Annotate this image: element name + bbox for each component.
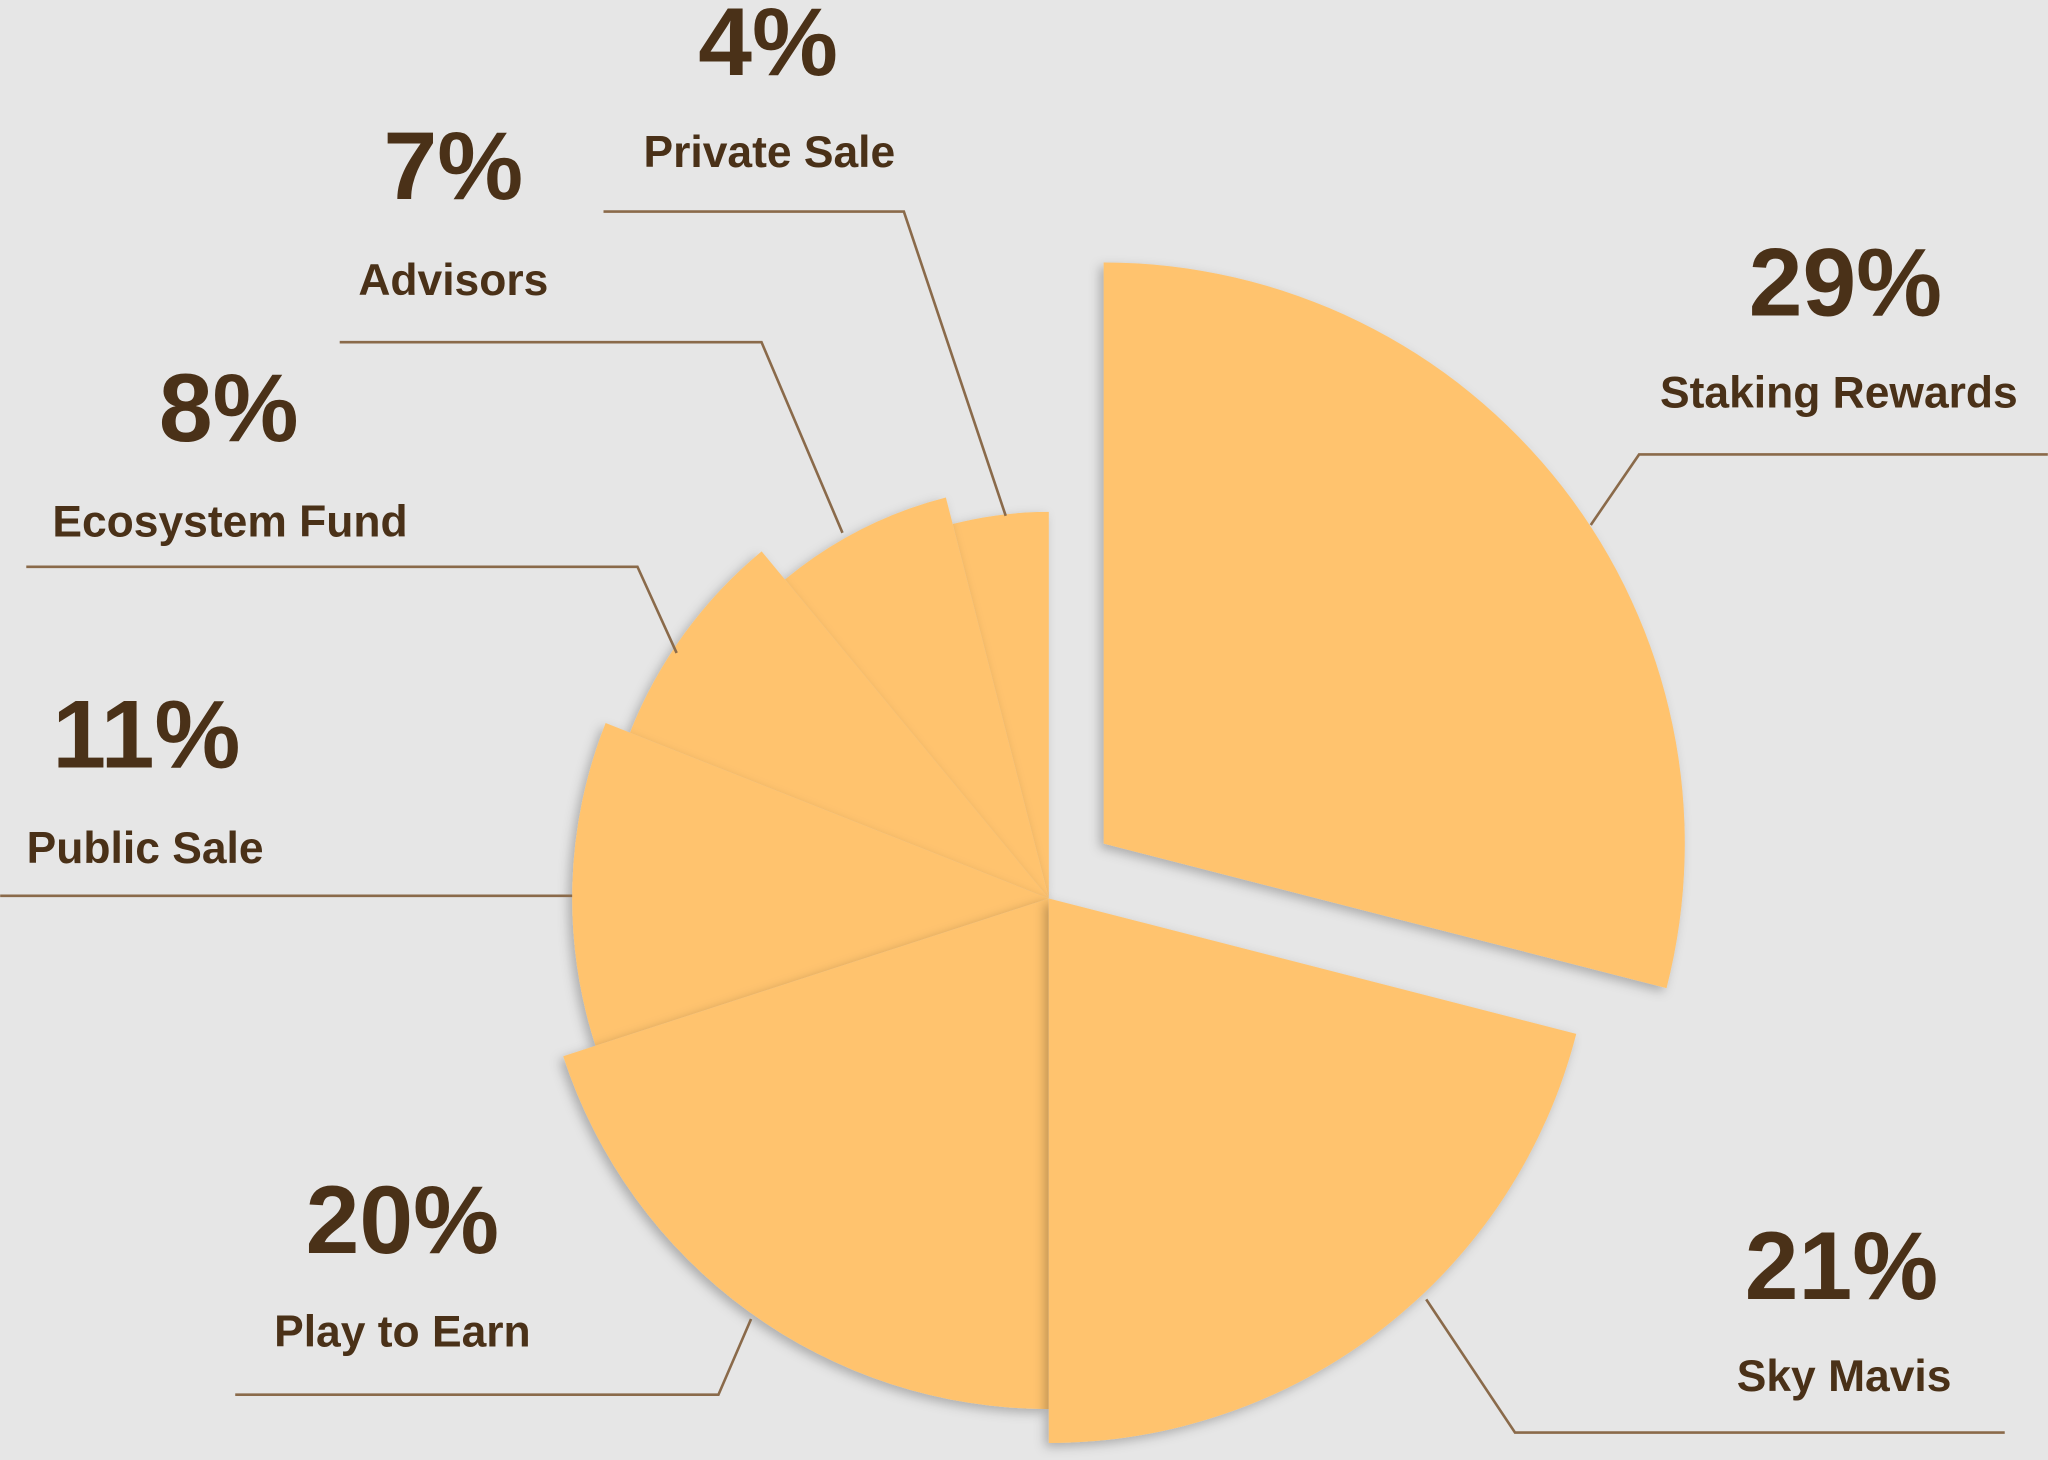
leader-line: [1589, 453, 2048, 526]
category-label: Sky Mavis: [1737, 1352, 1952, 1401]
value-label: 7%: [383, 113, 523, 220]
slices: [563, 262, 1685, 1444]
category-label: Private Sale: [643, 128, 895, 177]
value-label: 8%: [159, 355, 299, 462]
pie-slice: [952, 511, 1049, 899]
value-label: 21%: [1745, 1213, 1938, 1320]
value-label: 4%: [698, 0, 838, 96]
category-label: Ecosystem Fund: [52, 498, 407, 547]
leader-line: [339, 340, 844, 534]
leader-line: [603, 210, 1007, 517]
value-label: 11%: [52, 681, 240, 788]
category-label: Staking Rewards: [1660, 368, 2018, 417]
value-label: 20%: [306, 1167, 499, 1274]
pie-slice: [629, 551, 1049, 899]
category-label: Advisors: [358, 256, 548, 305]
pie-slice: [572, 722, 1049, 1046]
pie-slice: [1103, 262, 1685, 989]
category-label: Play to Earn: [274, 1307, 531, 1356]
leader-line: [1425, 1298, 2005, 1434]
pie-slice: [563, 898, 1049, 1410]
category-label: Public Sale: [27, 824, 264, 873]
pie-slice: [784, 497, 1049, 899]
pie-slice: [1048, 898, 1577, 1444]
leader-line: [26, 565, 678, 654]
value-label: 29%: [1749, 229, 1942, 336]
leader-line: [235, 1318, 753, 1397]
